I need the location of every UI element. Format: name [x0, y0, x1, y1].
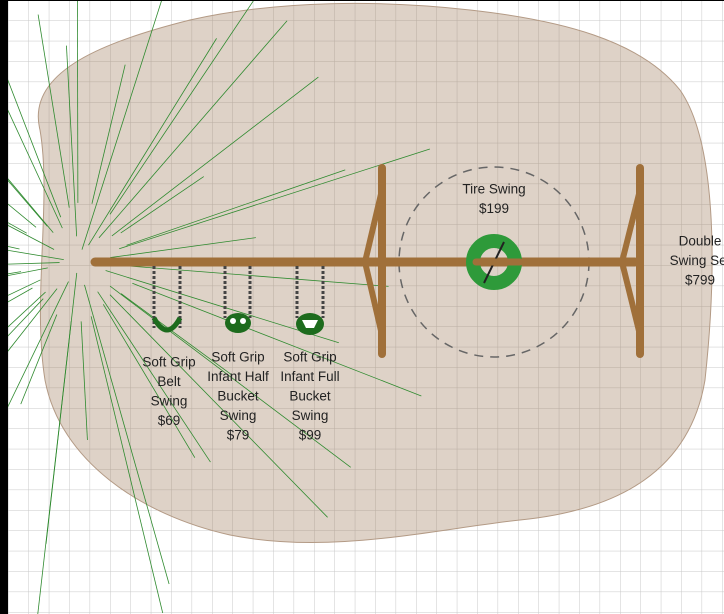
- item-label: Infant Full: [280, 369, 339, 384]
- item-label: Swing: [220, 408, 257, 423]
- ray: [37, 14, 70, 208]
- item-label: Swing Set: [670, 253, 724, 268]
- swing-frame: [90, 164, 644, 358]
- ray: [0, 170, 48, 227]
- item-price: $199: [479, 201, 509, 216]
- tire-swing: [466, 234, 524, 290]
- ray: [20, 314, 58, 405]
- ray: [91, 64, 126, 204]
- ray: [94, 262, 389, 287]
- item-label: Swing: [292, 408, 329, 423]
- ray: [88, 38, 217, 246]
- item-label: Double: [679, 234, 722, 249]
- ray: [0, 288, 58, 362]
- ray: [97, 291, 211, 463]
- item-price: $69: [158, 413, 181, 428]
- ray: [37, 321, 72, 614]
- item-label: Bucket: [289, 389, 331, 404]
- ray: [0, 168, 54, 233]
- ray: [66, 45, 78, 237]
- item-price: $799: [685, 273, 715, 288]
- half-bucket-swing: [223, 266, 252, 333]
- ray: [119, 148, 431, 250]
- belt-swing: [151, 266, 183, 333]
- ray: [81, 0, 163, 250]
- full-bucket-swing: [295, 266, 325, 335]
- item-price: $99: [299, 428, 322, 443]
- item-price: $79: [227, 428, 250, 443]
- ray: [90, 316, 164, 614]
- ray: [110, 237, 256, 258]
- ray: [120, 176, 204, 234]
- ray: [0, 92, 63, 229]
- ray: [111, 76, 319, 237]
- ray: [0, 291, 46, 335]
- ray: [126, 169, 346, 246]
- ray: [109, 285, 351, 468]
- ray: [77, 0, 79, 203]
- play-area: [37, 2, 713, 544]
- ray: [0, 248, 64, 261]
- ray: [0, 58, 62, 218]
- item-label: Soft Grip: [142, 355, 195, 370]
- ray: [109, 294, 328, 518]
- ray: [84, 284, 170, 585]
- top-edge: [0, 0, 724, 1]
- labels: Soft Grip Belt Swing $69 Soft Grip Infant Hal…: [142, 182, 724, 443]
- ray: [102, 304, 196, 458]
- left-edge: [0, 0, 8, 614]
- item-label: Soft Grip: [211, 350, 264, 365]
- ray: [0, 279, 41, 300]
- ray: [98, 20, 288, 239]
- item-label: Infant Half: [207, 369, 269, 384]
- ray: [0, 262, 60, 265]
- ray: [120, 293, 233, 376]
- ray: [0, 217, 27, 234]
- ray: [0, 220, 55, 250]
- item-label: Soft Grip: [283, 350, 336, 365]
- item-label: Tire Swing: [462, 182, 525, 197]
- item-label: Bucket: [217, 389, 259, 404]
- item-label: Belt: [157, 374, 181, 389]
- ray: [80, 321, 88, 441]
- item-label: Swing: [151, 394, 188, 409]
